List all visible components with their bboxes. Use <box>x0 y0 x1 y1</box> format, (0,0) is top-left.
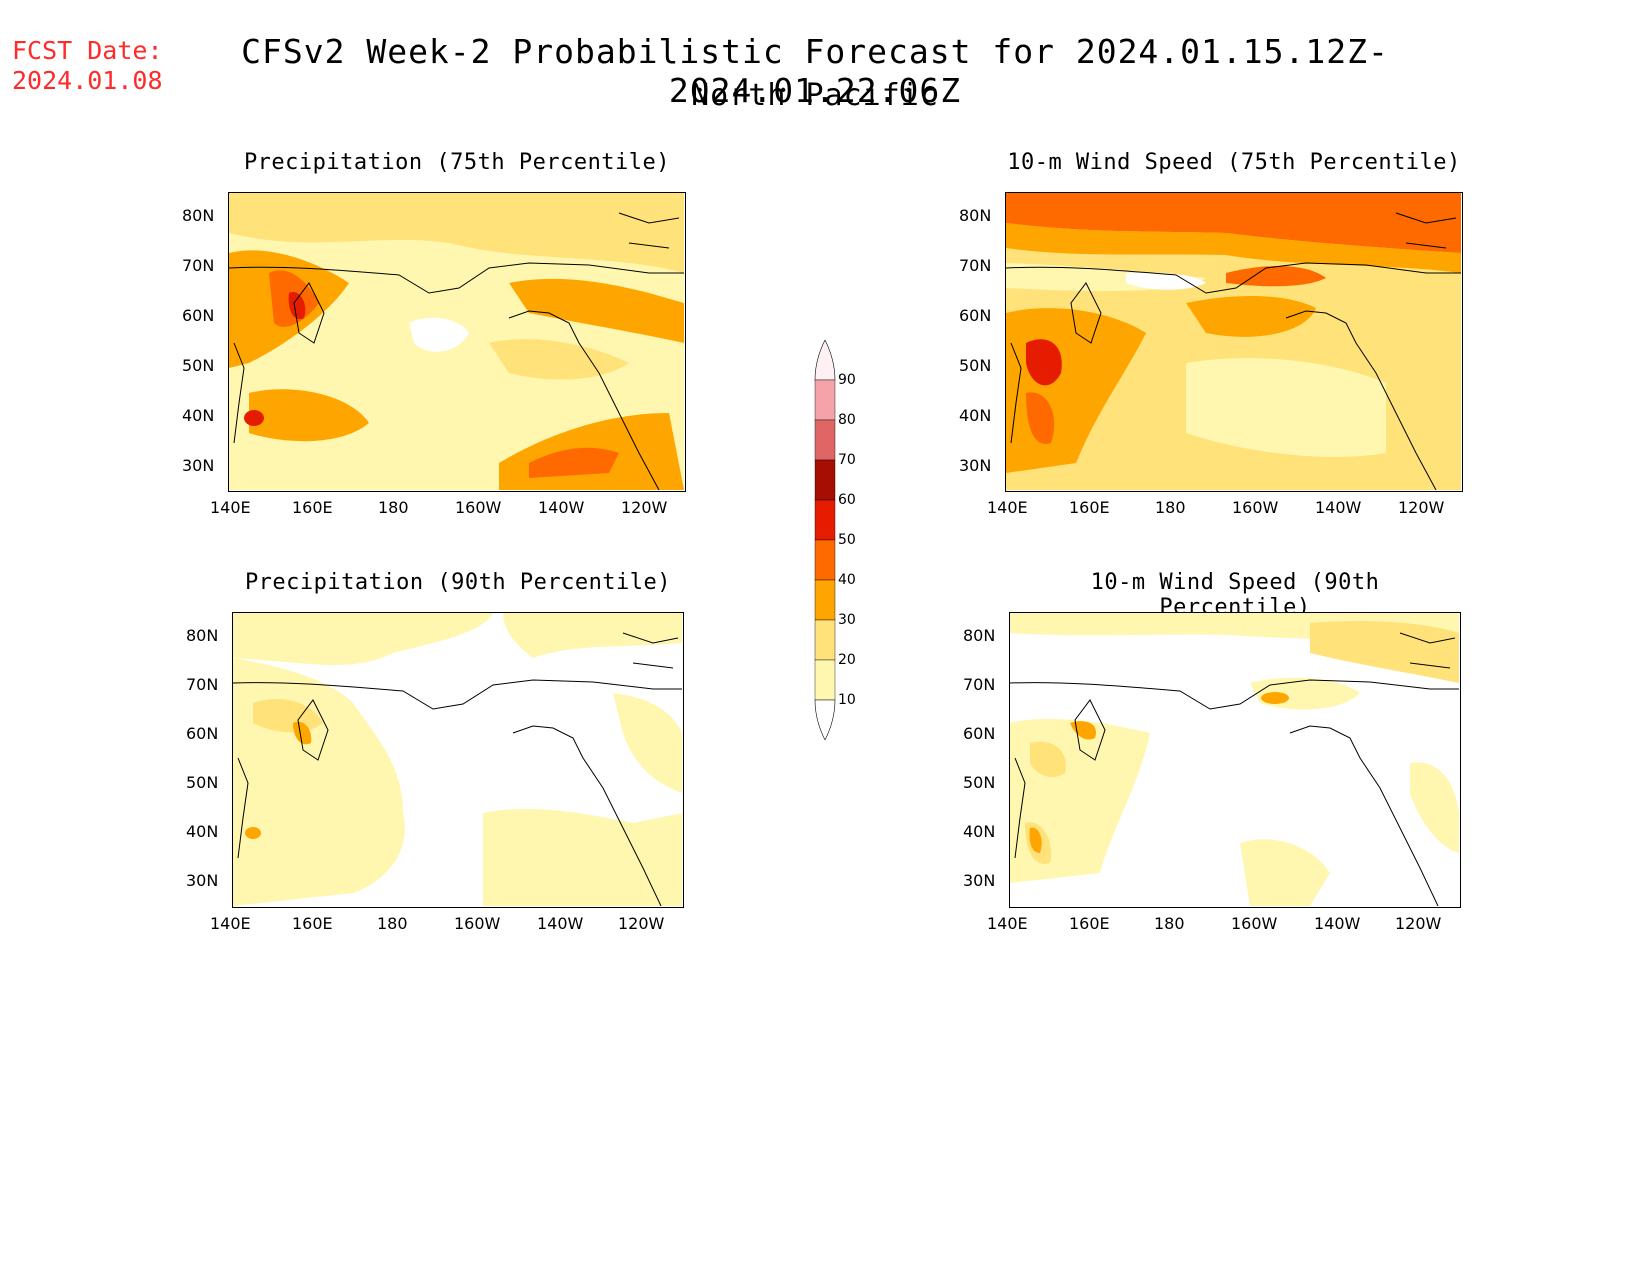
x-tick-label: 160W <box>454 914 501 933</box>
y-tick-label: 40N <box>963 822 996 841</box>
forecast-date-block: FCST Date: 2024.01.08 <box>12 36 163 96</box>
legend-label: 20 <box>838 652 856 668</box>
panel-wind-90: 10-m Wind Speed (90th Percentile) 80N 70… <box>963 570 1461 933</box>
y-tick-label: 70N <box>963 675 996 694</box>
map-precip-75 <box>228 192 686 492</box>
page-subtitle: North Pacific <box>691 78 939 113</box>
x-tick-label: 120W <box>618 914 665 933</box>
x-tick-label: 160W <box>455 498 502 517</box>
y-tick-label: 50N <box>182 356 215 375</box>
x-tick-label: 180 <box>378 498 409 517</box>
map-precip-90 <box>232 612 684 908</box>
y-tick-label: 30N <box>186 871 219 890</box>
x-tick-label: 160E <box>292 914 333 933</box>
y-tick-label: 40N <box>959 406 992 425</box>
x-tick-label: 160E <box>292 498 333 517</box>
x-tick-label: 140W <box>1314 914 1361 933</box>
y-tick-label: 60N <box>959 306 992 325</box>
y-tick-label: 60N <box>963 724 996 743</box>
legend-label: 30 <box>838 612 856 628</box>
y-tick-label: 40N <box>186 822 219 841</box>
panel-title: Precipitation (75th Percentile) <box>243 150 671 175</box>
x-tick-label: 140E <box>987 914 1028 933</box>
y-tick-label: 50N <box>186 773 219 792</box>
y-tick-label: 50N <box>959 356 992 375</box>
color-legend: 90 80 70 60 50 40 30 20 10 <box>810 340 870 740</box>
legend-label: 60 <box>838 492 856 508</box>
x-tick-label: 140W <box>1315 498 1362 517</box>
x-tick-label: 160W <box>1232 498 1279 517</box>
y-tick-label: 40N <box>182 406 215 425</box>
forecast-date-label: FCST Date: <box>12 36 163 65</box>
map-wind-75 <box>1005 192 1463 492</box>
map-canvas <box>1006 193 1461 490</box>
y-tick-label: 70N <box>186 675 219 694</box>
x-tick-label: 180 <box>377 914 408 933</box>
map-canvas <box>233 613 682 906</box>
x-tick-label: 140W <box>538 498 585 517</box>
legend-label: 10 <box>838 692 856 708</box>
x-tick-label: 140E <box>210 498 251 517</box>
page-title: CFSv2 Week-2 Probabilistic Forecast for … <box>241 32 1389 110</box>
x-tick-label: 160E <box>1069 914 1110 933</box>
panel-wind-75: 10-m Wind Speed (75th Percentile) 80N 70… <box>959 150 1463 517</box>
legend-label: 70 <box>838 452 856 468</box>
legend-label: 40 <box>838 572 856 588</box>
y-tick-label: 70N <box>182 256 215 275</box>
x-tick-label: 160W <box>1231 914 1278 933</box>
panel-title: 10-m Wind Speed (75th Percentile) <box>1007 150 1461 175</box>
panel-precip-90: Precipitation (90th Percentile) 80N 70N … <box>186 570 684 933</box>
legend-label: 50 <box>838 532 856 548</box>
y-tick-label: 80N <box>182 206 215 225</box>
legend-label: 90 <box>838 372 856 388</box>
x-tick-label: 180 <box>1154 914 1185 933</box>
x-tick-label: 120W <box>1398 498 1445 517</box>
y-tick-label: 80N <box>963 626 996 645</box>
y-tick-label: 30N <box>963 871 996 890</box>
y-tick-label: 70N <box>959 256 992 275</box>
y-tick-label: 30N <box>182 456 215 475</box>
forecast-date-value: 2024.01.08 <box>12 66 163 95</box>
x-tick-label: 160E <box>1069 498 1110 517</box>
map-wind-90 <box>1009 612 1461 908</box>
map-canvas <box>229 193 684 490</box>
map-canvas <box>1010 613 1459 906</box>
x-tick-label: 140W <box>537 914 584 933</box>
panel-title: 10-m Wind Speed (90th Percentile) <box>1090 570 1380 620</box>
y-tick-label: 30N <box>959 456 992 475</box>
y-tick-label: 50N <box>963 773 996 792</box>
y-tick-label: 60N <box>186 724 219 743</box>
panel-precip-75: Precipitation (75th Percentile) 80N 70N … <box>182 150 686 517</box>
x-tick-label: 120W <box>1395 914 1442 933</box>
legend-label: 80 <box>838 412 856 428</box>
x-tick-label: 140E <box>987 498 1028 517</box>
x-tick-label: 120W <box>621 498 668 517</box>
panel-title: Precipitation (90th Percentile) <box>244 570 672 595</box>
y-tick-label: 60N <box>182 306 215 325</box>
x-tick-label: 140E <box>210 914 251 933</box>
x-tick-label: 180 <box>1155 498 1186 517</box>
y-tick-label: 80N <box>186 626 219 645</box>
y-tick-label: 80N <box>959 206 992 225</box>
legend-bar <box>814 340 836 740</box>
